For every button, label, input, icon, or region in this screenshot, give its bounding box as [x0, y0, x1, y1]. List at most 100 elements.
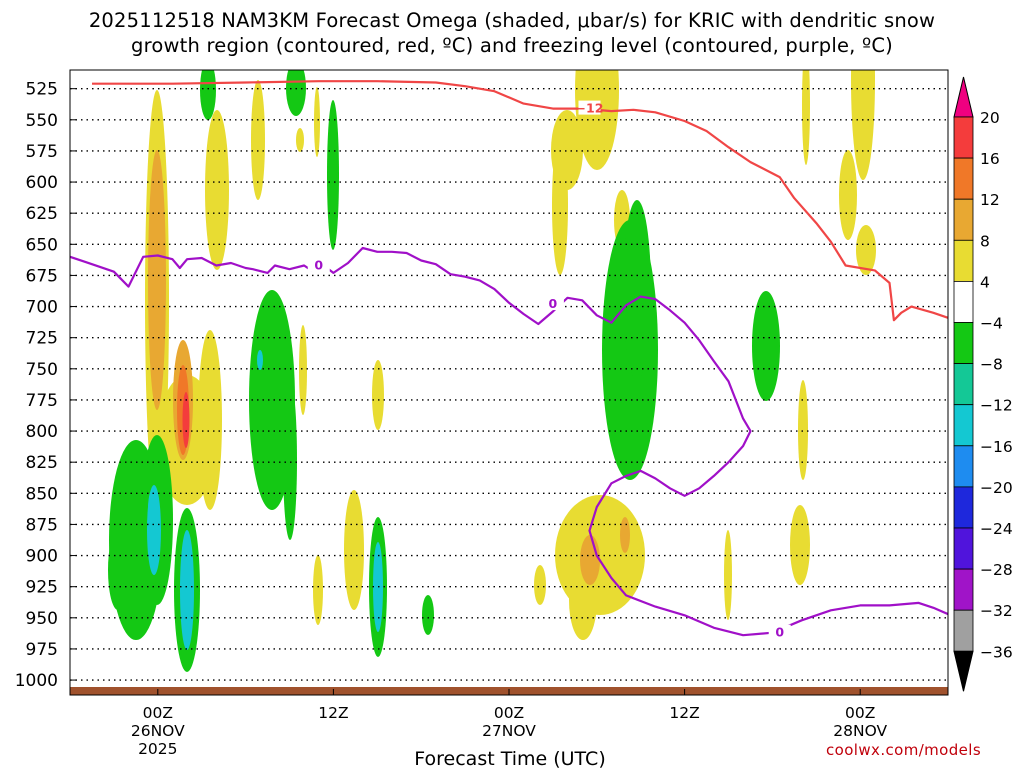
- colorbar-bin-6: [953, 322, 974, 364]
- omega-blob-7: [182, 392, 190, 448]
- x-tick-label-2: 00Z: [494, 704, 524, 722]
- x-tick-label-1: 12Z: [318, 704, 348, 722]
- colorbar-bin-3: [953, 198, 974, 241]
- contour-label-neg12-bg: [578, 100, 601, 115]
- omega-blob-12: [251, 80, 265, 200]
- y-tick-label-825: 825: [26, 453, 58, 473]
- omega-blob-42: [283, 380, 297, 540]
- colorbar-label-6: −8: [980, 356, 1003, 374]
- y-tick-label-550: 550: [26, 111, 58, 131]
- colorbar-label-10: −24: [980, 520, 1013, 538]
- omega-blob-30: [580, 535, 600, 585]
- contour-label-0-a: 0: [314, 257, 323, 272]
- contour-label-0-c-bg: [768, 624, 791, 639]
- omega-blob-14: [314, 87, 320, 157]
- x-tick-date-2: 27NOV: [482, 722, 536, 740]
- y-tick-label-875: 875: [26, 515, 58, 535]
- omega-blob-18: [802, 70, 810, 165]
- contour-line-1: [70, 246, 948, 637]
- omega-blob-21: [344, 490, 364, 610]
- x-axis-title: Forecast Time (UTC): [414, 748, 605, 768]
- omega-blob-48: [422, 595, 434, 635]
- y-tick-label-850: 850: [26, 484, 58, 504]
- omega-blob-19: [372, 360, 384, 430]
- colorbar-top-arrow: [953, 76, 974, 118]
- colorbar-bin-11: [953, 527, 974, 570]
- colorbar-label-13: −36: [980, 643, 1013, 661]
- x-tick-label-3: 12Z: [669, 704, 699, 722]
- colorbar-label-1: 16: [980, 150, 1000, 168]
- colorbar-bin-9: [953, 445, 974, 488]
- omega-blob-20: [299, 325, 307, 415]
- y-tick-label-750: 750: [26, 360, 58, 380]
- x-tick-label-4: 00Z: [845, 704, 875, 722]
- colorbar-bin-12: [953, 568, 974, 611]
- omega-blob-16: [839, 150, 857, 240]
- colorbar-bin-8: [953, 404, 974, 447]
- y-tick-label-775: 775: [26, 391, 58, 411]
- omega-blob-4: [148, 150, 166, 410]
- omega-blob-50: [623, 200, 651, 380]
- y-tick-label-675: 675: [26, 266, 58, 286]
- contour-label-0-a-bg: [307, 257, 330, 272]
- omega-blob-15: [851, 70, 875, 180]
- omega-blob-28: [790, 505, 810, 585]
- omega-blob-38: [180, 530, 194, 650]
- omega-blob-45: [327, 100, 339, 250]
- x-tick-label-0: 00Z: [143, 704, 173, 722]
- y-tick-label-975: 975: [26, 640, 58, 660]
- omega-blob-22: [313, 555, 323, 625]
- omega-blob-27: [724, 530, 732, 620]
- x-tick-date-0: 26NOV: [131, 722, 185, 740]
- credit-link[interactable]: coolwx.com/models: [826, 741, 982, 759]
- omega-blob-13: [296, 128, 304, 152]
- y-tick-label-900: 900: [26, 547, 58, 567]
- omega-blob-44: [257, 350, 263, 370]
- pressure-gridlines: [70, 88, 948, 681]
- omega-blob-23: [534, 565, 546, 605]
- colorbar-bin-13: [953, 609, 974, 652]
- colorbar-bin-10: [953, 486, 974, 529]
- y-tick-label-800: 800: [26, 422, 58, 442]
- colorbar-label-2: 12: [980, 191, 1000, 209]
- colorbar-bin-4: [953, 239, 974, 282]
- omega-blob-40: [286, 70, 306, 116]
- y-tick-label-700: 700: [26, 298, 58, 318]
- colorbar-label-12: −32: [980, 602, 1013, 620]
- colorbar-label-5: −4: [980, 315, 1003, 333]
- colorbar-label-9: −20: [980, 479, 1013, 497]
- colorbar-bin-7: [953, 363, 974, 406]
- colorbar-bin-1: [953, 116, 974, 159]
- colorbar-bin-2: [953, 157, 974, 200]
- colorbar-label-7: −12: [980, 397, 1013, 415]
- omega-blob-39: [200, 70, 216, 120]
- contour-line-0: [92, 80, 948, 322]
- y-tick-label-625: 625: [26, 204, 58, 224]
- contour-label-neg12: −12: [576, 101, 604, 116]
- contour-label-0-c: 0: [775, 625, 784, 640]
- omega-blob-17: [856, 225, 876, 275]
- chart-title-line1: 2025112518 NAM3KM Forecast Omega (shaded…: [88, 9, 936, 32]
- x-tick-date-4: 28NOV: [833, 722, 887, 740]
- colorbar-bin-5: [953, 280, 974, 323]
- y-tick-label-950: 950: [26, 609, 58, 629]
- colorbar-label-11: −28: [980, 561, 1013, 579]
- omega-blob-36: [148, 490, 156, 530]
- contour-label-0-b: 0: [549, 296, 558, 311]
- y-tick-label-1000: 1000: [15, 671, 58, 691]
- y-tick-label-650: 650: [26, 235, 58, 255]
- y-tick-label-525: 525: [26, 80, 58, 100]
- colorbar-label-3: 8: [980, 232, 990, 250]
- omega-blob-8: [575, 70, 619, 170]
- y-tick-label-600: 600: [26, 173, 58, 193]
- omega-blob-31: [620, 517, 630, 553]
- contour-label-0-b-bg: [541, 296, 564, 311]
- omega-blob-3: [205, 110, 229, 270]
- omega-blob-29: [798, 380, 808, 480]
- y-tick-label-725: 725: [26, 329, 58, 349]
- y-tick-label-925: 925: [26, 578, 58, 598]
- colorbar-bottom-arrow: [953, 650, 974, 692]
- omega-shading-layer: [108, 70, 876, 672]
